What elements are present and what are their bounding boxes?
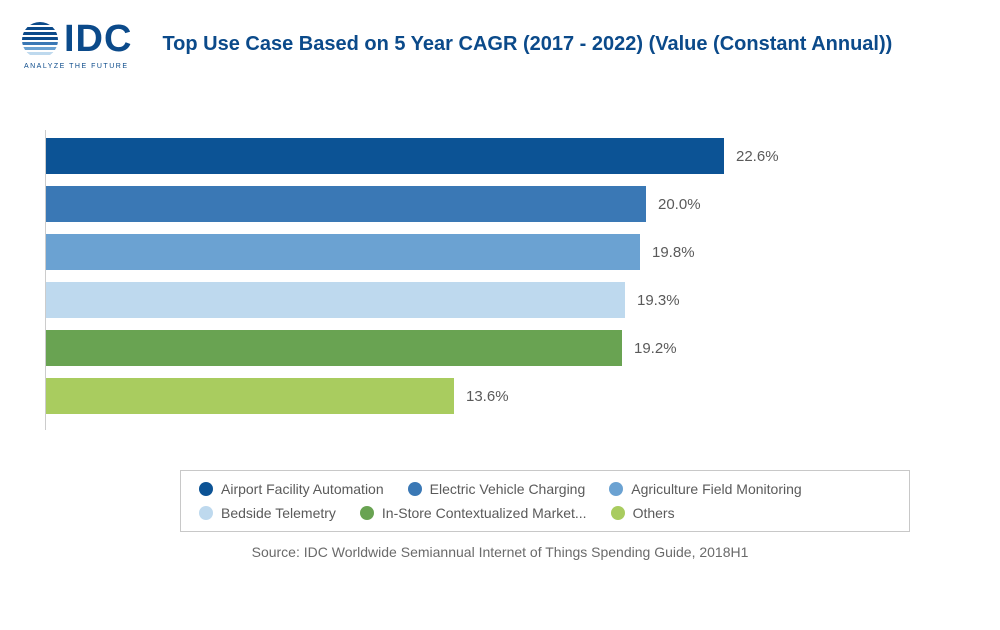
bar-value-label: 22.6% (736, 148, 779, 165)
globe-icon (20, 20, 60, 60)
legend-item: Agriculture Field Monitoring (609, 481, 801, 497)
legend: Airport Facility Automation Electric Vehi… (180, 470, 910, 532)
bars-container: 22.6% 20.0% 19.8% 19.3% 19.2% 13.6% (46, 135, 950, 423)
legend-label: Airport Facility Automation (221, 481, 384, 497)
legend-item: Airport Facility Automation (199, 481, 384, 497)
legend-swatch (199, 506, 213, 520)
legend-item: Electric Vehicle Charging (408, 481, 586, 497)
legend-label: Electric Vehicle Charging (430, 481, 586, 497)
header: IDC ANALYZE THE FUTURE Top Use Case Base… (0, 0, 1000, 80)
bar (46, 330, 622, 366)
bar-row: 19.2% (46, 327, 950, 369)
legend-swatch (609, 482, 623, 496)
legend-label: Agriculture Field Monitoring (631, 481, 801, 497)
bar-value-label: 20.0% (658, 196, 701, 213)
brand-name: IDC (64, 18, 132, 61)
bar-row: 19.8% (46, 231, 950, 273)
chart-area: 22.6% 20.0% 19.8% 19.3% 19.2% 13.6% (45, 130, 950, 430)
chart-title: Top Use Case Based on 5 Year CAGR (2017 … (162, 33, 892, 56)
legend-swatch (611, 506, 625, 520)
bar-row: 13.6% (46, 375, 950, 417)
bar (46, 378, 454, 414)
brand-logo: IDC ANALYZE THE FUTURE (20, 18, 132, 70)
brand-tagline: ANALYZE THE FUTURE (24, 63, 129, 70)
legend-label: Bedside Telemetry (221, 505, 336, 521)
bar (46, 138, 724, 174)
legend-swatch (360, 506, 374, 520)
legend-swatch (199, 482, 213, 496)
legend-item: Others (611, 505, 675, 521)
bar (46, 186, 646, 222)
bar (46, 282, 625, 318)
bar-row: 19.3% (46, 279, 950, 321)
legend-item: Bedside Telemetry (199, 505, 336, 521)
bar-value-label: 19.8% (652, 244, 695, 261)
legend-label: In-Store Contextualized Market... (382, 505, 587, 521)
bar-row: 20.0% (46, 183, 950, 225)
source-text: Source: IDC Worldwide Semiannual Interne… (0, 544, 1000, 560)
bar (46, 234, 640, 270)
legend-label: Others (633, 505, 675, 521)
bar-value-label: 13.6% (466, 388, 509, 405)
legend-swatch (408, 482, 422, 496)
bar-value-label: 19.2% (634, 340, 677, 357)
bar-row: 22.6% (46, 135, 950, 177)
bar-value-label: 19.3% (637, 292, 680, 309)
legend-item: In-Store Contextualized Market... (360, 505, 587, 521)
